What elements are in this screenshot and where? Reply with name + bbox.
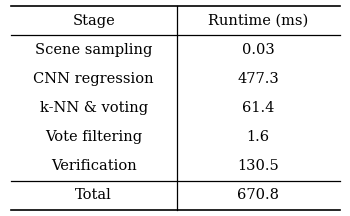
Text: 130.5: 130.5	[237, 159, 279, 173]
Text: Scene sampling: Scene sampling	[35, 43, 152, 57]
Text: 1.6: 1.6	[246, 130, 270, 144]
Text: Vote filtering: Vote filtering	[45, 130, 142, 144]
Text: Runtime (ms): Runtime (ms)	[208, 14, 308, 28]
Text: Total: Total	[75, 188, 112, 202]
Text: Verification: Verification	[51, 159, 136, 173]
Text: k-NN & voting: k-NN & voting	[40, 101, 148, 115]
Text: 0.03: 0.03	[242, 43, 274, 57]
Text: 670.8: 670.8	[237, 188, 279, 202]
Text: 477.3: 477.3	[237, 72, 279, 86]
Text: CNN regression: CNN regression	[33, 72, 154, 86]
Text: 61.4: 61.4	[242, 101, 274, 115]
Text: Stage: Stage	[72, 14, 115, 28]
